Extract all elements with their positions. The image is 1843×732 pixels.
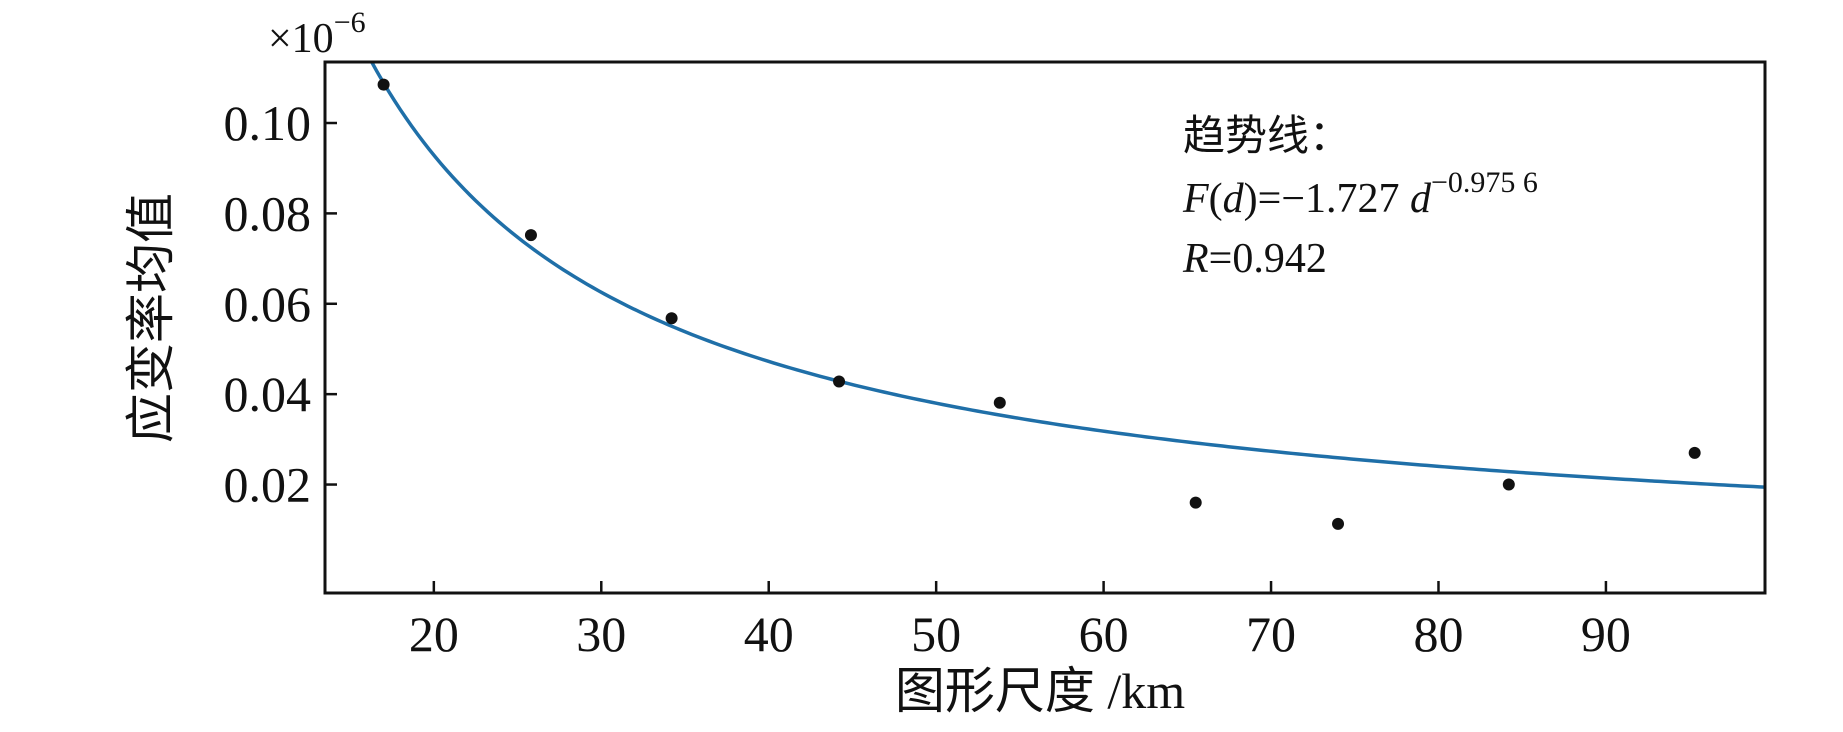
y-tick-label-0.02: 0.02 xyxy=(224,457,312,513)
y-multiplier-base: ×10 xyxy=(268,16,334,62)
eq-base: d xyxy=(1410,176,1432,222)
data-point-9 xyxy=(1688,446,1701,459)
x-tick-label-80: 80 xyxy=(1413,606,1463,662)
data-point-8 xyxy=(1502,478,1515,491)
y-multiplier-exponent: −6 xyxy=(334,6,366,39)
y-tick-label-0.04: 0.04 xyxy=(224,366,312,422)
plot-area xyxy=(323,60,1767,595)
x-tick-label-40: 40 xyxy=(744,606,794,662)
data-point-6 xyxy=(1189,496,1202,509)
eq-function-name: F xyxy=(1182,176,1209,222)
x-tick-label-50: 50 xyxy=(911,606,961,662)
r-value: =0.942 xyxy=(1209,236,1327,282)
y-tick-label-0.06: 0.06 xyxy=(224,276,312,332)
x-axis-ticks: 20 30 40 50 60 70 80 90 xyxy=(409,581,1631,662)
annotation-r-value: R=0.942 xyxy=(1182,236,1327,282)
eq-paren-open: ( xyxy=(1209,176,1223,222)
x-tick-label-90: 90 xyxy=(1581,606,1631,662)
eq-variable: d xyxy=(1223,176,1245,222)
data-point-7 xyxy=(1332,517,1345,530)
x-tick-label-60: 60 xyxy=(1079,606,1129,662)
r-symbol: R xyxy=(1182,236,1209,282)
data-point-4 xyxy=(833,375,846,388)
data-point-1 xyxy=(377,78,390,91)
data-point-2 xyxy=(524,229,537,242)
y-axis-ticks: 0.02 0.04 0.06 0.08 0.10 xyxy=(224,95,337,513)
trend-line xyxy=(369,62,1765,489)
x-axis-label: 图形尺度 /km xyxy=(895,663,1185,719)
eq-exponent: −0.975 6 xyxy=(1431,166,1538,199)
annotation-title: 趋势线： xyxy=(1183,114,1351,160)
trendline-annotation: 趋势线： F(d)=−1.727 d−0.975 6 R=0.942 xyxy=(1182,114,1538,282)
data-point-5 xyxy=(993,396,1006,409)
x-tick-label-30: 30 xyxy=(576,606,626,662)
eq-rhs: )=−1.727 xyxy=(1244,176,1410,222)
y-axis-label: 应变率均值 xyxy=(123,193,179,443)
plot-frame xyxy=(323,60,1767,595)
y-multiplier-label: ×10−6 xyxy=(268,6,366,62)
x-tick-label-20: 20 xyxy=(409,606,459,662)
y-tick-label-0.08: 0.08 xyxy=(224,185,312,241)
data-point-3 xyxy=(665,312,678,325)
annotation-equation: F(d)=−1.727 d−0.975 6 xyxy=(1182,166,1538,222)
x-tick-label-70: 70 xyxy=(1246,606,1296,662)
y-tick-label-0.10: 0.10 xyxy=(224,95,312,151)
